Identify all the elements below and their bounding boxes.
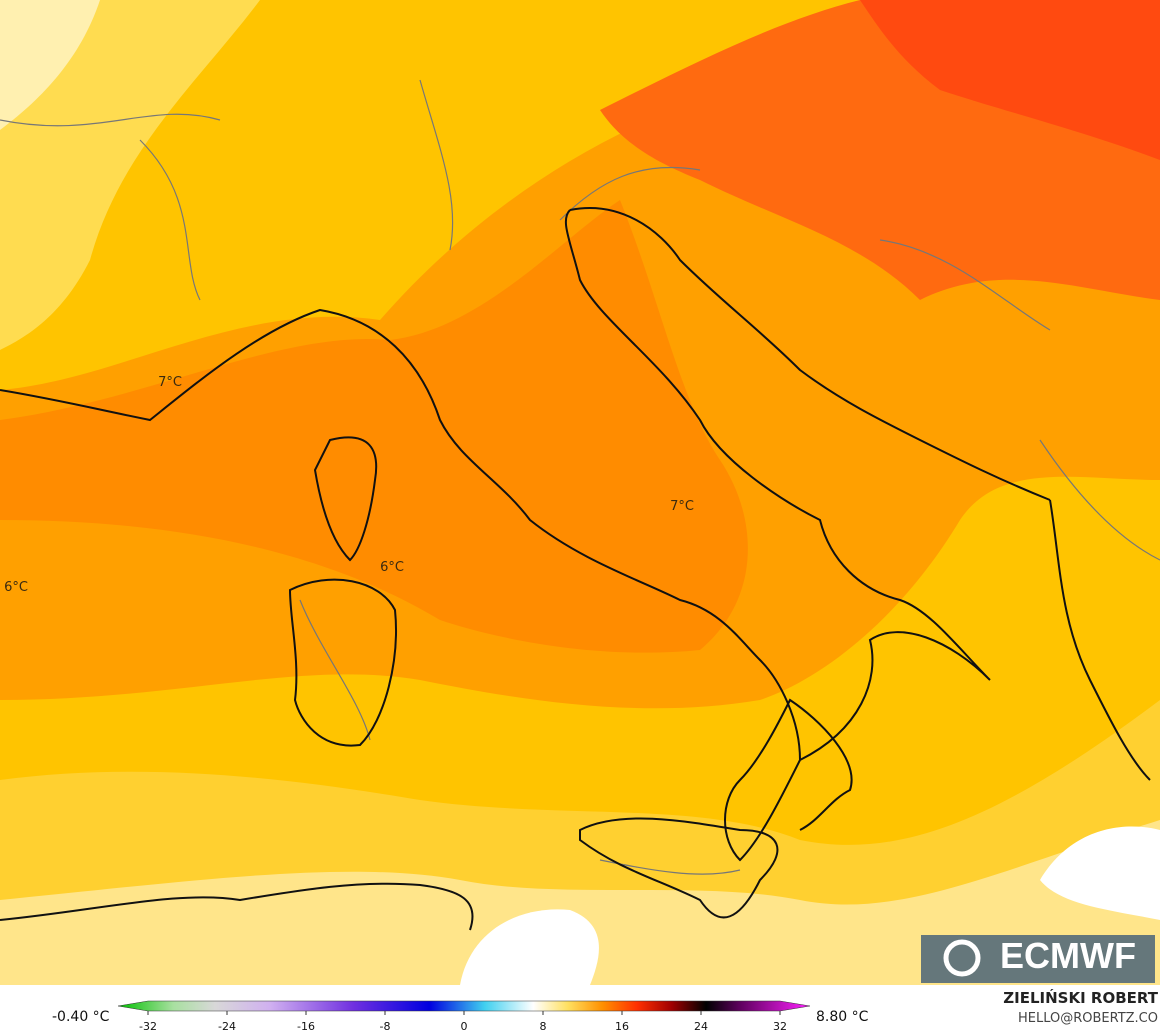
contour-fill [0,820,1160,985]
logo-text: ECMWF [1000,935,1136,976]
coastline [288,578,397,747]
coastline [313,436,378,562]
contour-fill [460,909,599,985]
coastline [0,209,991,862]
contour-fill [0,0,260,350]
temperature-label: 7°C [670,499,694,514]
coastline [579,817,779,919]
temperature-label: 7°C [158,375,182,390]
contour-fill [0,0,100,130]
logo-box: ECMWF [921,935,1155,983]
contour-fill [1040,826,1160,920]
coastline [569,207,1151,781]
tick-label: 24 [694,1020,708,1033]
coastline [0,882,474,931]
map: 7°C 7°C 6°C 6°C [0,0,1160,985]
colorbar-ticks: -32 -24 -16 -8 0 8 16 24 32 [139,1011,787,1033]
map-labels: 7°C 7°C 6°C 6°C [4,375,694,595]
tick-label: -32 [139,1020,157,1033]
credit-contact: HELLO@ROBERTZ.CO [1018,1011,1158,1026]
border-lines [0,79,1160,875]
credit-name: ZIELIŃSKI ROBERT [1003,988,1158,1007]
temperature-label: 6°C [4,580,28,595]
tick-label: 0 [461,1020,468,1033]
contour-fill [860,0,1160,160]
tick-label: -8 [380,1020,391,1033]
colorbar-min: -0.40 °C [52,1009,110,1025]
tick-label: 8 [540,1020,547,1033]
colorbar-max: 8.80 °C [816,1009,869,1025]
contour-fill [0,200,748,653]
colorbar [117,1000,811,1012]
tick-label: -16 [297,1020,315,1033]
temperature-label: 6°C [380,560,404,575]
tick-label: 16 [615,1020,629,1033]
tick-label: -24 [218,1020,236,1033]
logo-icon [943,939,981,977]
tick-label: 32 [773,1020,787,1033]
